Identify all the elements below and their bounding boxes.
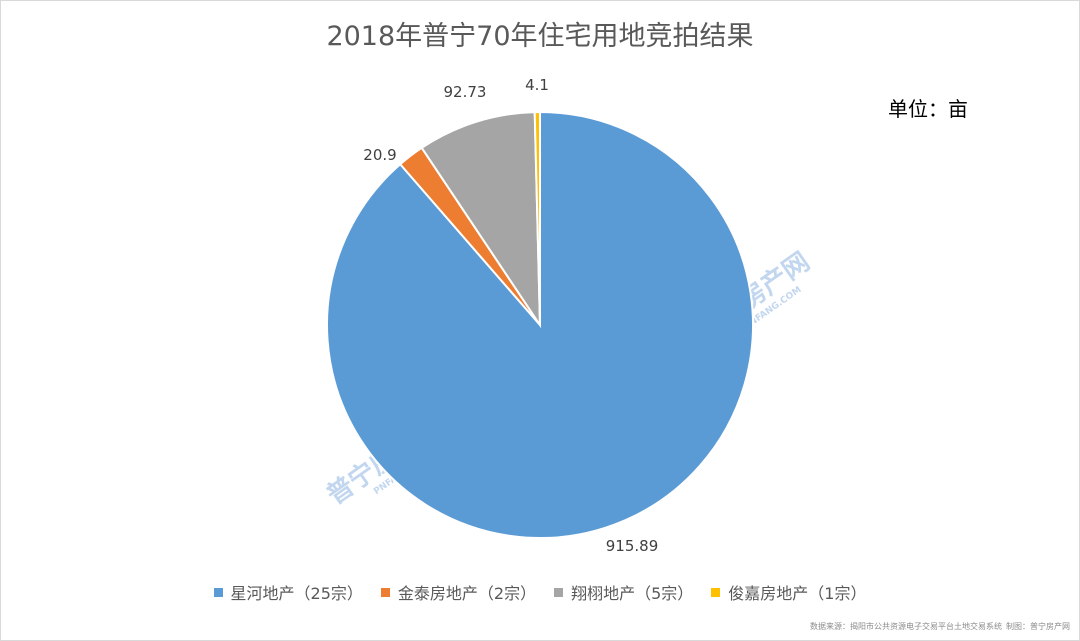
footer: 数据来源：揭阳市公共资源电子交易平台土地交易系统 制图：普宁房产网 <box>806 621 1070 632</box>
footer-source: 数据来源：揭阳市公共资源电子交易平台土地交易系统 <box>810 622 1002 631</box>
legend-swatch <box>213 587 223 597</box>
legend-item: 翔栩地产（5宗） <box>554 580 693 604</box>
unit-label: 单位：亩 <box>888 97 968 121</box>
chart-title: 2018年普宁70年住宅用地竞拍结果 <box>326 21 754 52</box>
data-label: 92.73 <box>444 83 487 101</box>
legend-item: 星河地产（25宗） <box>213 580 363 604</box>
legend-label: 俊嘉房地产（1宗） <box>728 584 867 603</box>
legend-label: 星河地产（25宗） <box>230 584 363 603</box>
footer-maker: 制图：普宁房产网 <box>1006 622 1070 631</box>
legend-swatch <box>554 587 564 597</box>
legend-label: 金泰房地产（2宗） <box>397 584 537 603</box>
pie-slice <box>420 111 542 329</box>
legend-swatch <box>711 587 721 597</box>
data-label: 20.9 <box>363 146 396 164</box>
data-label: 4.1 <box>525 76 549 94</box>
legend-item: 俊嘉房地产（1宗） <box>711 580 866 604</box>
legend-label: 翔栩地产（5宗） <box>571 584 694 603</box>
data-label: 915.89 <box>606 537 659 555</box>
pie-slice <box>533 110 541 326</box>
legend: 星河地产（25宗） 金泰房地产（2宗） 翔栩地产（5宗） 俊嘉房地产（1宗） <box>0 580 1080 604</box>
legend-swatch <box>380 587 390 597</box>
legend-item: 金泰房地产（2宗） <box>380 580 537 604</box>
